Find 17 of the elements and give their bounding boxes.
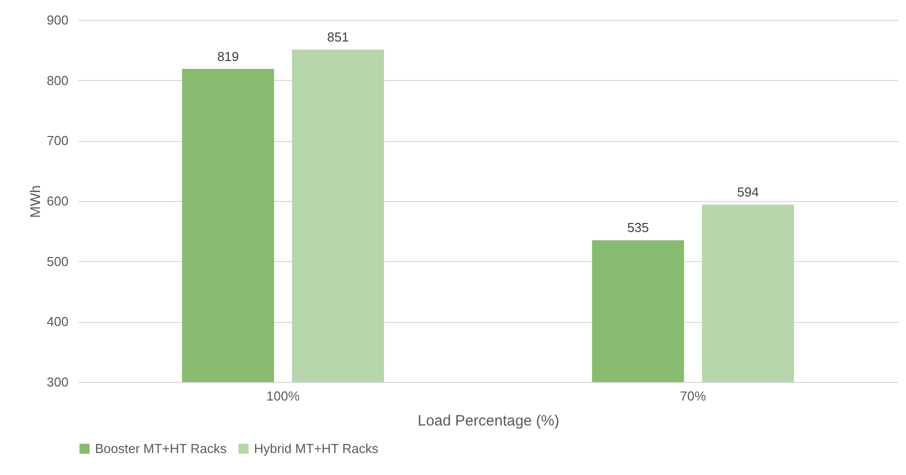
y-tick-label: 600 [46, 194, 68, 208]
legend-label: Hybrid MT+HT Racks [254, 440, 379, 456]
y-tick-label: 700 [46, 133, 68, 148]
legend-label: Booster MT+HT Racks [95, 440, 228, 456]
data-label: 535 [627, 220, 649, 236]
y-tick-label: 300 [46, 374, 68, 390]
x-tick-label: 70% [680, 388, 706, 404]
x-axis-title: Load Percentage (%) [418, 412, 560, 430]
y-tick-label: 500 [46, 254, 68, 269]
y-tick-label: 400 [46, 314, 68, 330]
data-label: 819 [217, 48, 239, 64]
x-tick-label: 100% [266, 388, 300, 404]
y-tick-label: 900 [46, 12, 68, 28]
data-label: 594 [737, 184, 759, 200]
y-tick-label: 800 [46, 72, 68, 88]
data-label: 851 [327, 30, 349, 45]
y-axis-title: MWh [26, 185, 43, 218]
